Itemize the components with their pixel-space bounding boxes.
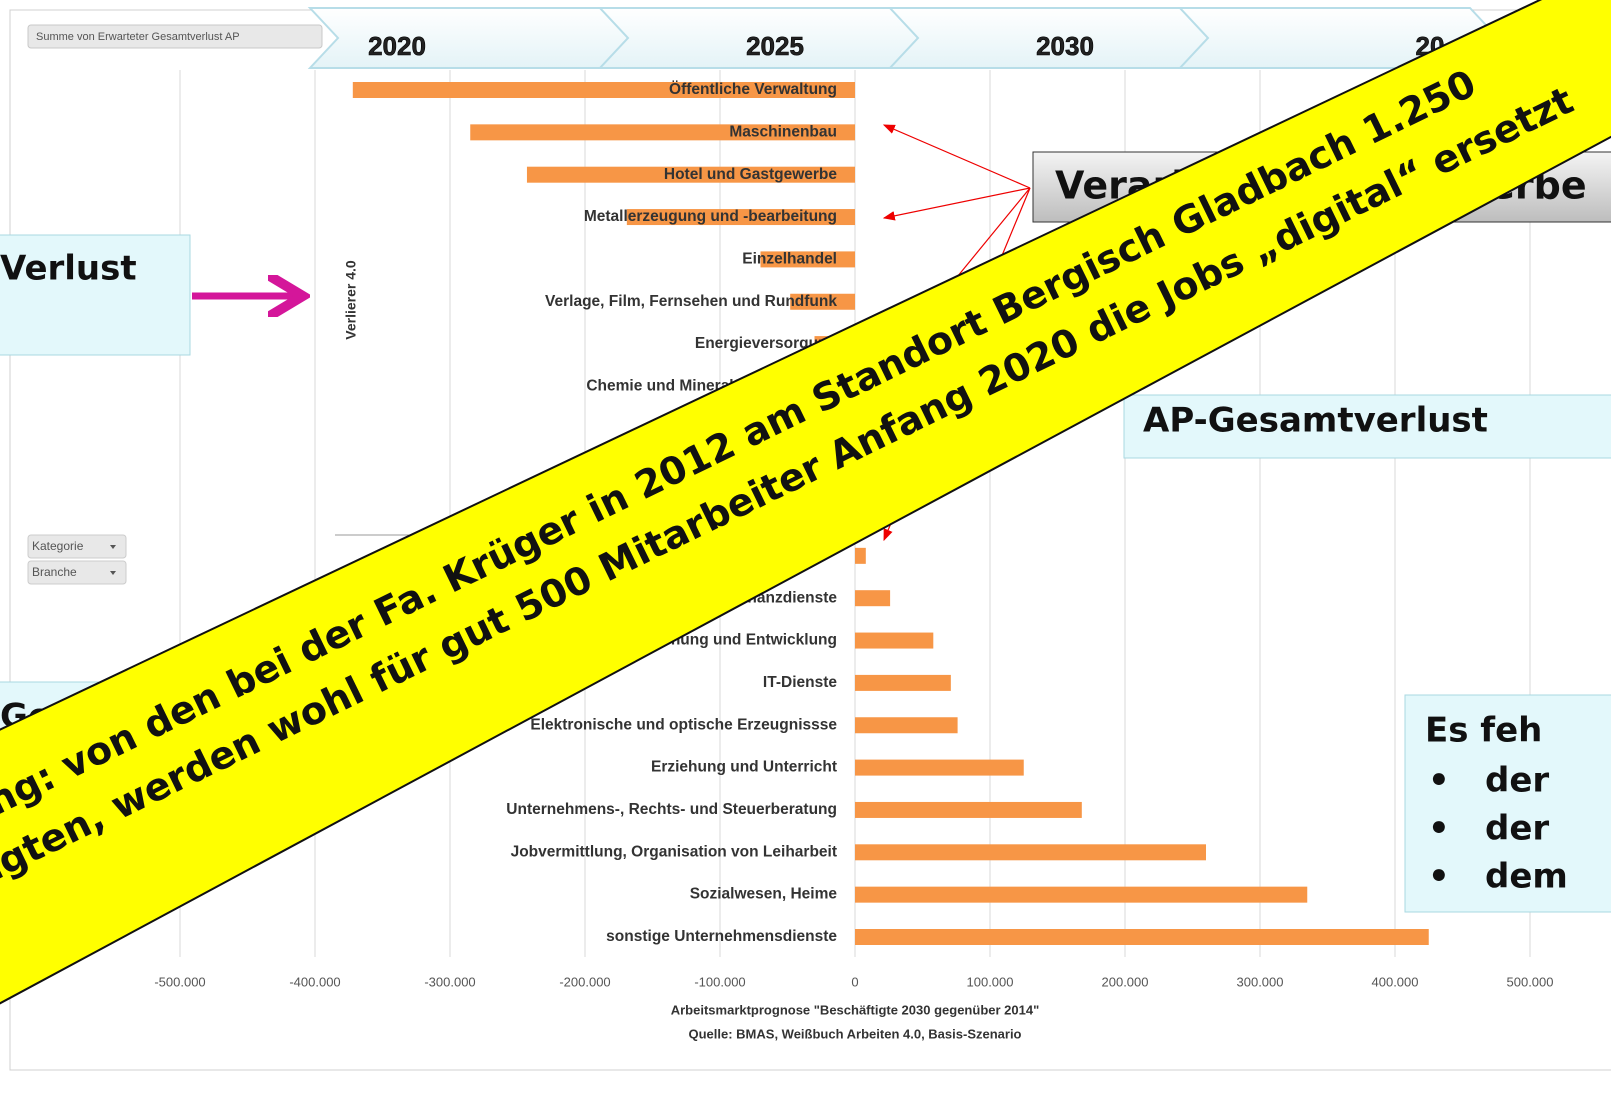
x-tick-label: 100.000 xyxy=(967,974,1014,989)
source: Quelle: BMAS, Weißbuch Arbeiten 4.0, Bas… xyxy=(688,1026,1021,1041)
bar xyxy=(855,886,1308,903)
x-tick-label: 300.000 xyxy=(1237,974,1284,989)
bar xyxy=(626,209,855,226)
bullet: • xyxy=(1428,761,1450,801)
x-tick-label: -400.000 xyxy=(289,974,340,989)
bar xyxy=(855,759,1024,776)
timeline-label: 2025 xyxy=(746,31,804,61)
slicer[interactable]: Branche xyxy=(27,560,127,585)
slicer-label: Kategorie xyxy=(32,539,84,553)
slicer-button[interactable] xyxy=(27,560,127,585)
category-label: IT-Dienste xyxy=(763,674,837,691)
bar xyxy=(760,251,855,268)
category-label: Jobvermittlung, Organisation von Leiharb… xyxy=(511,843,837,860)
list-item: dem xyxy=(1485,857,1568,897)
slicer-button[interactable] xyxy=(27,534,127,559)
category-label: Einzelhandel xyxy=(742,250,837,267)
category-label: Energieversorgung xyxy=(695,335,837,352)
x-tick-label: -300.000 xyxy=(424,974,475,989)
callout-text: AP-Gesamtverlust xyxy=(1143,401,1488,441)
x-tick-label: -100.000 xyxy=(694,974,745,989)
arrow xyxy=(882,124,1031,189)
timeline-label: 2020 xyxy=(368,31,426,61)
filter-button[interactable] xyxy=(27,24,323,49)
bar xyxy=(855,590,891,607)
category-label: Elektronische und optische Erzeugnissse xyxy=(530,716,837,733)
x-tick-label: -200.000 xyxy=(559,974,610,989)
x-tick-label: 400.000 xyxy=(1372,974,1419,989)
dropdown-arrow xyxy=(110,571,116,575)
category-label: Unternehmens-, Rechts- und Steuerberatun… xyxy=(506,801,837,818)
category-label: Verlage, Film, Fernsehen und Rundfunk xyxy=(545,293,837,310)
bar xyxy=(855,717,958,734)
category-label: Erziehung und Unterricht xyxy=(651,759,837,776)
bar xyxy=(855,929,1429,945)
group-label: Verlierer 4.0 xyxy=(343,260,359,340)
dropdown-arrow xyxy=(110,545,116,549)
category-label: Öffentliche Verwaltung xyxy=(669,81,837,98)
chevron xyxy=(307,7,630,69)
x-axis-title: Arbeitsmarktprognose "Beschäftigte 2030 … xyxy=(671,1002,1040,1017)
list-item: der xyxy=(1485,761,1549,801)
bar xyxy=(526,166,855,183)
timeline-label: 2030 xyxy=(1036,31,1094,61)
bar xyxy=(855,674,951,691)
bar xyxy=(855,801,1082,818)
callout-box xyxy=(0,234,191,356)
callout-list: • der • der • dem xyxy=(1428,761,1568,897)
slicer-label: Branche xyxy=(32,565,77,579)
x-tick-label: 200.000 xyxy=(1102,974,1149,989)
x-tick-label: 0 xyxy=(851,974,858,989)
bar xyxy=(855,547,866,564)
bar xyxy=(470,124,855,141)
arrow xyxy=(882,187,1031,221)
category-label: Metallerzeugung und -bearbeitung xyxy=(584,208,837,225)
category-label: Hotel und Gastgewerbe xyxy=(664,166,837,183)
bullet: • xyxy=(1428,857,1450,897)
slicer[interactable]: Kategorie xyxy=(27,534,127,559)
category-label: Maschinenbau xyxy=(729,123,837,140)
callout-box xyxy=(1404,694,1611,913)
bar xyxy=(855,632,934,649)
timeline: 2020 2025 2030 20 xyxy=(307,7,1500,69)
bar xyxy=(855,844,1206,861)
bar xyxy=(790,293,855,310)
category-label: Sozialwesen, Heime xyxy=(690,886,838,903)
banner xyxy=(0,0,1611,1005)
x-tick-label: 500.000 xyxy=(1507,974,1554,989)
list-item: der xyxy=(1485,809,1549,849)
bullet: • xyxy=(1428,809,1450,849)
callout-box xyxy=(1123,394,1611,459)
filter-label: Summe von Erwarteter Gesamtverlust AP xyxy=(36,31,240,43)
bar xyxy=(352,82,855,98)
callout-text: Verlust xyxy=(0,249,137,289)
x-tick-label: -500.000 xyxy=(154,974,205,989)
category-label: sonstige Unternehmensdienste xyxy=(606,928,837,945)
callout-title: Es feh xyxy=(1425,711,1542,751)
